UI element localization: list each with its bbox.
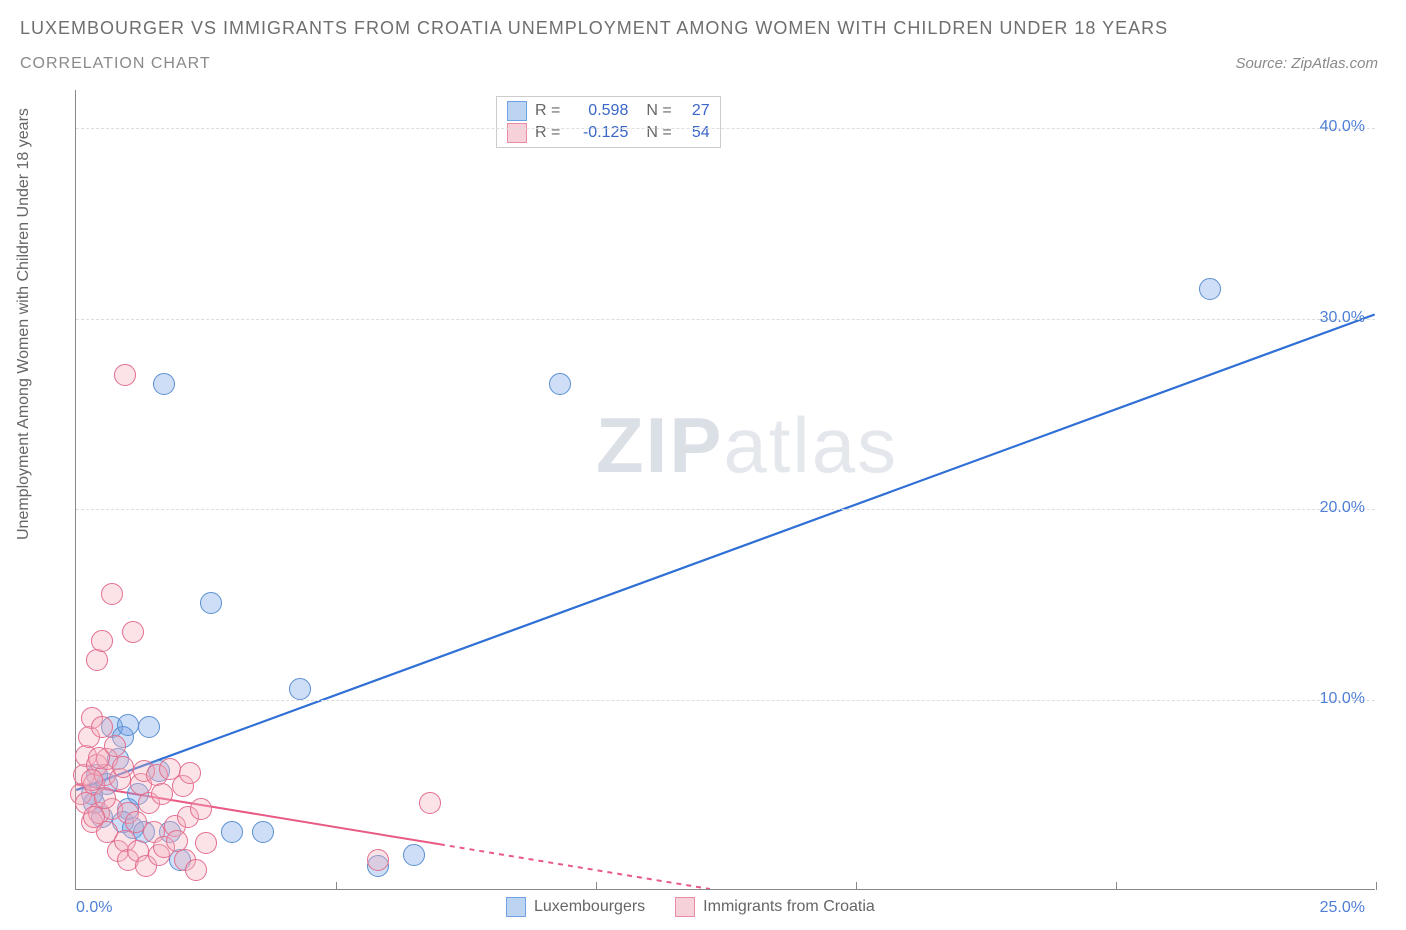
x-tick — [336, 882, 337, 890]
r-value: 0.598 — [568, 102, 628, 120]
scatter-point — [185, 859, 207, 881]
n-value: 54 — [680, 124, 710, 142]
scatter-point — [114, 364, 136, 386]
r-value: -0.125 — [568, 124, 628, 142]
n-value: 27 — [680, 102, 710, 120]
scatter-point — [91, 716, 113, 738]
scatter-point — [190, 798, 212, 820]
scatter-point — [88, 747, 110, 769]
scatter-point — [91, 630, 113, 652]
legend-swatch — [506, 897, 526, 917]
chart-container: Unemployment Among Women with Children U… — [20, 90, 1386, 890]
scatter-point — [83, 806, 105, 828]
n-label: N = — [646, 102, 671, 120]
r-label: R = — [535, 102, 560, 120]
trend-lines — [76, 90, 1375, 889]
series-legend-label: Luxembourgers — [534, 898, 645, 916]
watermark: ZIPatlas — [596, 400, 898, 491]
stats-legend: R = 0.598 N = 27 R = -0.125 N = 54 — [496, 96, 721, 148]
stats-legend-row: R = 0.598 N = 27 — [507, 101, 710, 121]
y-tick-label: 20.0% — [1320, 499, 1365, 517]
scatter-point — [112, 756, 134, 778]
stats-legend-row: R = -0.125 N = 54 — [507, 123, 710, 143]
gridline — [76, 128, 1375, 129]
scatter-point — [86, 649, 108, 671]
scatter-point — [403, 844, 425, 866]
watermark-zip: ZIP — [596, 401, 723, 489]
gridline — [76, 509, 1375, 510]
plot-area: ZIPatlas 0.0% 25.0% R =0.598N =27R =-0.1… — [75, 90, 1375, 890]
gridline — [76, 700, 1375, 701]
x-tick — [1376, 882, 1377, 890]
scatter-point — [179, 762, 201, 784]
x-axis-min-label: 0.0% — [76, 899, 112, 917]
scatter-point — [94, 787, 116, 809]
scatter-point — [153, 373, 175, 395]
legend-swatch — [675, 897, 695, 917]
scatter-point — [252, 821, 274, 843]
scatter-point — [289, 678, 311, 700]
series-legend-label: Immigrants from Croatia — [703, 898, 875, 916]
scatter-point — [117, 714, 139, 736]
page-subtitle: CORRELATION CHART — [20, 55, 211, 73]
scatter-point — [195, 832, 217, 854]
series-legend-item: Luxembourgers — [506, 897, 645, 917]
legend-swatch — [507, 101, 527, 121]
legend-swatch — [507, 123, 527, 143]
n-label: N = — [646, 124, 671, 142]
scatter-point — [138, 716, 160, 738]
scatter-point — [221, 821, 243, 843]
y-tick-label: 40.0% — [1320, 118, 1365, 136]
series-legend-item: Immigrants from Croatia — [675, 897, 875, 917]
x-axis-max-label: 25.0% — [1320, 899, 1365, 917]
scatter-point — [367, 849, 389, 871]
scatter-point — [101, 583, 123, 605]
source-attribution: Source: ZipAtlas.com — [1235, 55, 1378, 72]
scatter-point — [200, 592, 222, 614]
series-legend: Luxembourgers Immigrants from Croatia — [506, 897, 875, 917]
scatter-point — [1199, 278, 1221, 300]
x-tick — [596, 882, 597, 890]
y-tick-label: 30.0% — [1320, 309, 1365, 327]
page-title: LUXEMBOURGER VS IMMIGRANTS FROM CROATIA … — [20, 18, 1168, 39]
y-axis-label: Unemployment Among Women with Children U… — [15, 108, 33, 540]
x-tick — [856, 882, 857, 890]
gridline — [76, 319, 1375, 320]
x-tick — [1116, 882, 1117, 890]
scatter-point — [151, 783, 173, 805]
scatter-point — [419, 792, 441, 814]
watermark-atlas: atlas — [723, 401, 898, 489]
scatter-point — [549, 373, 571, 395]
y-tick-label: 10.0% — [1320, 690, 1365, 708]
scatter-point — [122, 621, 144, 643]
r-label: R = — [535, 124, 560, 142]
